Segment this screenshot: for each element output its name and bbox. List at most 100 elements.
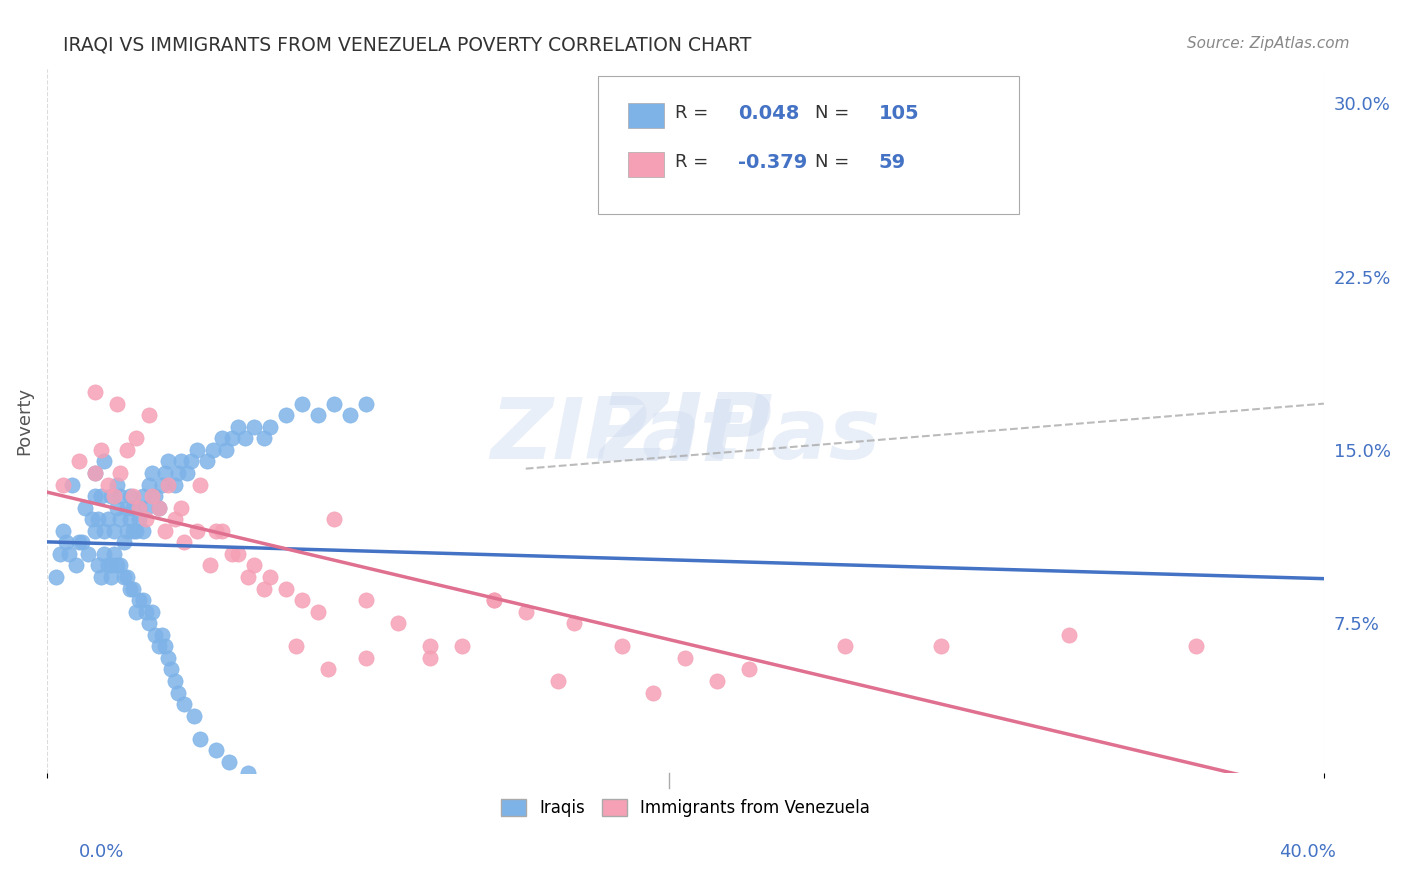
Point	[1057, 628, 1080, 642]
Text: 0.048: 0.048	[738, 103, 800, 123]
Point	[166, 466, 188, 480]
Point	[96, 512, 118, 526]
Point	[67, 535, 90, 549]
Point	[122, 489, 145, 503]
Point	[128, 512, 150, 526]
Point	[67, 454, 90, 468]
Legend: Iraqis, Immigrants from Venezuela: Iraqis, Immigrants from Venezuela	[492, 790, 879, 825]
Point	[323, 512, 346, 526]
Text: IRAQI VS IMMIGRANTS FROM VENEZUELA POVERTY CORRELATION CHART: IRAQI VS IMMIGRANTS FROM VENEZUELA POVER…	[63, 36, 752, 54]
Point	[173, 535, 195, 549]
Point	[100, 570, 122, 584]
Point	[87, 558, 110, 573]
Point	[90, 570, 112, 584]
Point	[163, 477, 186, 491]
Point	[201, 442, 224, 457]
Point	[236, 570, 259, 584]
Point	[228, 547, 250, 561]
Point	[118, 582, 141, 596]
Point	[138, 616, 160, 631]
Point	[93, 524, 115, 538]
Point	[100, 558, 122, 573]
Point	[233, 431, 256, 445]
Point	[170, 454, 193, 468]
Point	[75, 500, 97, 515]
Point	[419, 640, 441, 654]
Point	[110, 466, 132, 480]
Point	[153, 466, 176, 480]
Point	[211, 524, 233, 538]
Point	[115, 442, 138, 457]
Point	[643, 685, 665, 699]
Point	[83, 489, 105, 503]
Point	[259, 570, 281, 584]
Point	[482, 593, 505, 607]
Point	[419, 651, 441, 665]
Point	[188, 477, 211, 491]
Point	[145, 489, 167, 503]
Point	[276, 582, 298, 596]
Point	[211, 431, 233, 445]
Point	[118, 489, 141, 503]
Point	[122, 500, 145, 515]
Point	[87, 512, 110, 526]
Point	[673, 651, 696, 665]
Point	[738, 662, 761, 676]
Point	[166, 685, 188, 699]
Point	[188, 731, 211, 746]
Point	[96, 477, 118, 491]
Point	[515, 605, 537, 619]
Point	[150, 477, 173, 491]
Text: 59: 59	[879, 153, 905, 172]
Point	[125, 524, 148, 538]
Point	[354, 593, 377, 607]
Point	[163, 673, 186, 688]
Point	[354, 651, 377, 665]
Point	[323, 397, 346, 411]
Point	[125, 431, 148, 445]
Point	[138, 408, 160, 422]
Point	[148, 500, 170, 515]
Point	[610, 640, 633, 654]
Point	[186, 524, 208, 538]
Point	[58, 547, 80, 561]
Point	[135, 512, 157, 526]
Point	[176, 466, 198, 480]
Point	[96, 558, 118, 573]
Y-axis label: Poverty: Poverty	[15, 387, 32, 455]
Text: -0.379: -0.379	[738, 153, 807, 172]
Point	[157, 477, 180, 491]
Point	[354, 397, 377, 411]
Point	[243, 558, 266, 573]
Point	[128, 593, 150, 607]
Point	[218, 755, 240, 769]
Point	[115, 524, 138, 538]
Text: 0.0%: 0.0%	[79, 843, 124, 861]
Point	[122, 524, 145, 538]
Point	[547, 673, 569, 688]
Point	[451, 640, 474, 654]
Point	[141, 466, 163, 480]
Point	[243, 419, 266, 434]
Text: Source: ZipAtlas.com: Source: ZipAtlas.com	[1187, 36, 1350, 51]
Point	[70, 535, 93, 549]
Point	[131, 489, 153, 503]
Point	[160, 662, 183, 676]
Point	[48, 547, 70, 561]
Point	[205, 524, 228, 538]
Text: R =: R =	[675, 104, 709, 122]
Point	[205, 743, 228, 757]
Point	[562, 616, 585, 631]
Point	[105, 500, 128, 515]
Point	[135, 500, 157, 515]
Point	[128, 500, 150, 515]
Point	[307, 408, 329, 422]
Point	[342, 787, 364, 801]
Point	[105, 477, 128, 491]
Text: ZIP: ZIP	[599, 389, 772, 481]
Point	[1185, 640, 1208, 654]
Point	[150, 628, 173, 642]
Point	[62, 477, 84, 491]
Point	[125, 605, 148, 619]
Point	[316, 662, 339, 676]
